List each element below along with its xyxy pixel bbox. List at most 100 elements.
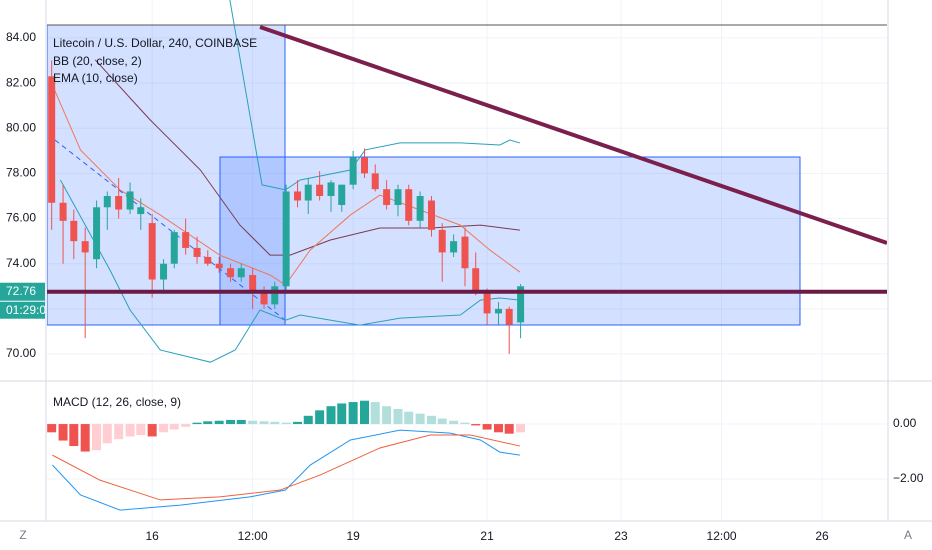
indicator-line: [229, 0, 521, 191]
histogram-bar: [360, 400, 370, 425]
histogram-bar: [326, 406, 336, 425]
histogram-bar: [226, 419, 236, 425]
y-tick-label: 84.00: [6, 30, 36, 44]
histogram-bar: [516, 424, 526, 433]
x-tick-label: 12:00: [238, 529, 268, 543]
indicator-line: [94, 59, 520, 256]
y-tick-label: 70.00: [6, 346, 36, 360]
histogram-bar: [192, 422, 202, 425]
price-label-box: [0, 282, 45, 301]
histogram-bar: [58, 424, 68, 441]
histogram-bar: [315, 410, 325, 425]
histogram-bar: [236, 419, 246, 425]
histogram-bar: [415, 413, 425, 425]
candle-body: [494, 308, 502, 314]
candle-body: [59, 202, 67, 221]
candle-body: [227, 268, 235, 278]
histogram-bar: [270, 421, 280, 425]
candle-body: [416, 195, 424, 221]
candle-body: [282, 191, 290, 287]
candle-body: [170, 232, 178, 264]
macd-title: MACD (12, 26, close, 9): [53, 395, 181, 409]
candle-body: [115, 195, 123, 210]
candle-body: [383, 189, 391, 206]
candle-body: [461, 236, 469, 269]
macd-pane: [47, 400, 526, 511]
histogram-bar: [114, 424, 124, 440]
histogram-bar: [169, 424, 179, 430]
candle-body: [483, 290, 491, 314]
candle-body: [70, 220, 78, 242]
macd-line: [51, 429, 520, 511]
histogram-bar: [69, 424, 79, 447]
histogram-bar: [214, 420, 224, 425]
candle-body: [193, 247, 201, 257]
candle-body: [427, 200, 435, 230]
candle-body: [316, 184, 324, 196]
candle-body: [160, 263, 168, 280]
candle-body: [182, 232, 190, 248]
indicator-line: [59, 179, 520, 363]
histogram-bar: [92, 424, 102, 451]
candle-body: [103, 195, 111, 208]
candle-body: [260, 290, 268, 305]
histogram-bar: [125, 424, 135, 437]
zoom-button[interactable]: Z: [19, 528, 26, 542]
histogram-bar: [259, 421, 269, 425]
x-tick-label: 12:00: [707, 529, 737, 543]
countdown-label: 01:29:0: [6, 303, 46, 317]
histogram-bar: [281, 422, 291, 425]
histogram-bar: [147, 424, 157, 437]
y-tick-label: −2.00: [893, 471, 924, 485]
histogram-bar: [337, 403, 347, 425]
x-tick-label: 26: [815, 529, 829, 543]
histogram-bar: [404, 411, 414, 425]
trend-line: [259, 25, 887, 245]
candle-body: [327, 182, 335, 196]
candle-body: [371, 173, 379, 190]
histogram-bar: [449, 420, 459, 425]
axes: 1612:0019212312:002670.0072.0074.0076.00…: [0, 30, 924, 543]
y-tick-label: 82.00: [6, 75, 36, 89]
histogram-bar: [426, 415, 436, 425]
auto-button[interactable]: A: [904, 528, 912, 542]
y-tick-label: 78.00: [6, 166, 36, 180]
x-tick-label: 21: [480, 529, 494, 543]
candle-body: [517, 286, 525, 323]
histogram-bar: [102, 424, 112, 444]
candle-body: [361, 157, 369, 174]
x-tick-label: 16: [145, 529, 159, 543]
candle-body: [93, 207, 101, 260]
histogram-bar: [348, 402, 358, 425]
candle-body: [405, 189, 413, 221]
histogram-bar: [504, 424, 514, 434]
legend-entry: BB (20, close, 2): [53, 54, 142, 68]
legend-entry: EMA (10, close): [53, 71, 138, 85]
y-tick-label: 0.00: [893, 416, 917, 430]
candle-body: [48, 76, 56, 203]
histogram-bar: [181, 424, 191, 427]
candle-body: [438, 229, 446, 253]
candle-body: [394, 189, 402, 206]
histogram-bar: [203, 421, 213, 425]
histogram-bar: [293, 421, 303, 425]
countdown-box: [0, 301, 45, 319]
candle-body: [472, 268, 480, 291]
candle-body: [81, 241, 89, 253]
x-tick-label: 23: [614, 529, 628, 543]
y-tick-label: 76.00: [6, 211, 36, 225]
candle-body: [304, 184, 312, 201]
chart-title: Litecoin / U.S. Dollar, 240, COINBASE: [53, 36, 257, 50]
histogram-bar: [493, 424, 503, 433]
candle-body: [137, 207, 145, 215]
candle-body: [294, 191, 302, 201]
histogram-bar: [437, 418, 447, 425]
histogram-bar: [80, 424, 90, 452]
price-pane: [47, 0, 887, 363]
histogram-bar: [303, 415, 313, 425]
histogram-bar: [136, 424, 146, 436]
histogram-bar: [159, 424, 169, 433]
candle-body: [450, 241, 458, 253]
histogram-bar: [482, 424, 492, 430]
